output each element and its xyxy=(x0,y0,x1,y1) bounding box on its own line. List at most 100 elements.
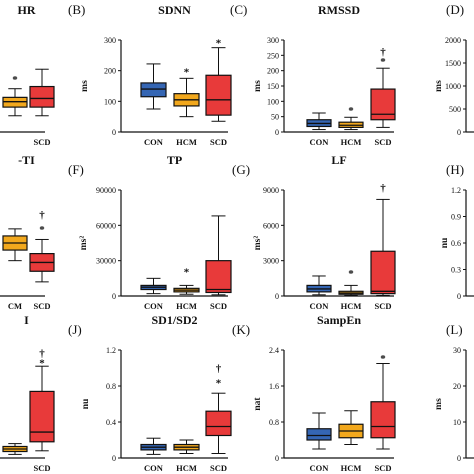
box-scd xyxy=(205,74,232,116)
y-tick-label: 0 xyxy=(112,454,116,463)
y-tick-label: 30 xyxy=(453,346,461,355)
panel-title: SDNN xyxy=(158,3,191,17)
y-tick-label: 2000 xyxy=(445,36,461,45)
y-tick-label: 250 xyxy=(267,51,279,60)
significance-star: * xyxy=(184,266,190,278)
y-tick-label: 60000 xyxy=(96,221,116,230)
y-axis-label: ms² xyxy=(253,236,263,251)
significance-dagger: † xyxy=(380,47,386,59)
panel-label: (H) xyxy=(446,162,464,177)
panel-5: 0 30000 60000 90000 ms² TP (F) CON HCM SCD * xyxy=(68,153,232,311)
y-tick-label: 0 xyxy=(112,292,116,301)
significance-dagger: † xyxy=(39,210,45,222)
significance-dagger: † xyxy=(380,183,386,195)
category-label: HCM xyxy=(176,137,197,147)
panel-label: (G) xyxy=(232,162,250,177)
category-label: SCD xyxy=(374,463,391,473)
y-axis-label: nu xyxy=(440,237,450,248)
box-scd xyxy=(205,260,232,294)
significance-star: * xyxy=(184,66,190,78)
y-tick-label: 0.4 xyxy=(106,418,116,427)
significance-star: * xyxy=(216,377,222,389)
y-tick-label: 1.2 xyxy=(106,346,116,355)
panel-8: I SCD *† xyxy=(0,313,55,473)
significance-star: * xyxy=(39,358,45,370)
y-tick-label: 150 xyxy=(267,82,279,91)
category-label: SCD xyxy=(210,463,227,473)
y-axis-label: nat xyxy=(253,397,263,411)
y-tick-label: 0.3 xyxy=(451,266,461,275)
box-scd xyxy=(205,410,232,437)
panel-label: (D) xyxy=(446,2,464,17)
y-tick-label: 500 xyxy=(449,105,461,114)
box-scd xyxy=(370,88,396,121)
panel-title: RMSSD xyxy=(318,3,360,17)
panel-title: HR xyxy=(18,3,36,17)
y-tick-label: 0.6 xyxy=(451,239,461,248)
panel-label: (C) xyxy=(230,2,247,17)
significance-star: * xyxy=(12,74,18,86)
y-tick-label: 0 xyxy=(275,292,279,301)
y-tick-label: 0.8 xyxy=(106,382,116,391)
panel-title: TP xyxy=(167,153,182,167)
panel-6: 0 3000 6000 9000 ms² LF (G) CON HCM SCD * † xyxy=(232,153,396,311)
box-scd xyxy=(29,85,55,108)
category-label: CON xyxy=(310,301,330,311)
panel-title: SD1/SD2 xyxy=(151,313,197,327)
panel-label: (K) xyxy=(232,322,250,337)
y-tick-label: 0 xyxy=(457,128,461,137)
category-label: CON xyxy=(144,463,164,473)
y-tick-label: 90000 xyxy=(96,186,116,195)
y-tick-label: 0 xyxy=(275,454,279,463)
y-axis-label: nu xyxy=(81,398,91,409)
y-tick-label: 300 xyxy=(267,36,279,45)
y-tick-label: 1.2 xyxy=(451,186,461,195)
y-tick-label: 300 xyxy=(104,36,116,45)
category-label: CON xyxy=(144,137,164,147)
panel-0: HR SCD * xyxy=(0,3,55,147)
panel-10: 0 0.8 1.6 2.4 nat SampEn (K) CON HCM SCD * xyxy=(232,313,396,473)
significance-dagger: † xyxy=(216,363,222,375)
y-tick-label: 200 xyxy=(104,67,116,76)
y-axis-label: ms xyxy=(434,80,444,92)
panel-label: (F) xyxy=(68,162,84,177)
y-tick-label: 0.9 xyxy=(451,213,461,222)
significance-star: * xyxy=(348,268,354,280)
y-tick-label: 0 xyxy=(275,128,279,137)
y-tick-label: 1000 xyxy=(445,82,461,91)
y-tick-label: 100 xyxy=(267,97,279,106)
y-axis-label: ms xyxy=(434,398,444,410)
category-label: SCD xyxy=(210,301,227,311)
y-tick-label: 50 xyxy=(271,113,279,122)
category-label: HCM xyxy=(341,301,362,311)
y-tick-label: 9000 xyxy=(263,186,279,195)
y-tick-label: 10 xyxy=(453,418,461,427)
y-tick-label: 0 xyxy=(112,128,116,137)
box-scd xyxy=(370,401,396,439)
box-scd xyxy=(29,390,55,443)
panel-label: (B) xyxy=(68,2,85,17)
significance-star: * xyxy=(348,105,354,117)
y-tick-label: 1.6 xyxy=(269,382,279,391)
significance-star: * xyxy=(39,224,45,236)
category-label: CON xyxy=(310,137,330,147)
panel-4: -TI CM SCD * † xyxy=(0,153,55,311)
panel-1: 0 100 200 300 ms SDNN (B) CON HCM SCD * * xyxy=(68,2,232,147)
panel-7: 0 0.3 0.6 0.9 1.2 nu (H) xyxy=(440,162,474,301)
category-label: HCM xyxy=(341,463,362,473)
category-label: HCM xyxy=(341,137,362,147)
significance-star: * xyxy=(380,353,386,365)
panel-label: (L) xyxy=(446,322,463,337)
category-label: CON xyxy=(310,463,330,473)
significance-dagger: † xyxy=(39,348,45,360)
category-label: SCD xyxy=(33,463,50,473)
y-tick-label: 0 xyxy=(457,454,461,463)
category-label: HCM xyxy=(176,301,197,311)
y-tick-label: 3000 xyxy=(263,257,279,266)
panel-label: (J) xyxy=(68,322,82,337)
significance-star: * xyxy=(380,56,386,68)
box-scd xyxy=(370,250,396,295)
box-con xyxy=(140,82,167,98)
category-label: SCD xyxy=(210,137,227,147)
